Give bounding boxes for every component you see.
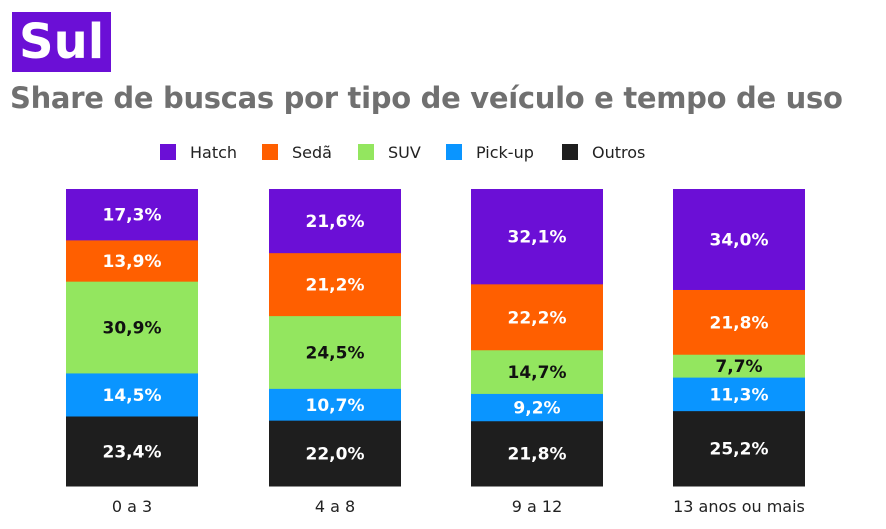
legend-label-pick-up: Pick-up [476, 143, 534, 162]
bar-segment-suv-13-anos-ou-mais [673, 354, 805, 379]
data-label-suv-9-a-12: 14,7% [508, 363, 567, 383]
x-tick-label-0-a-3: 0 a 3 [112, 497, 152, 516]
bar-segment-outros-9-a-12 [471, 421, 603, 487]
legend-swatch-hatch [160, 144, 176, 160]
chart-title: Share de buscas por tipo de veículo e te… [10, 81, 843, 115]
data-label-suv-13-anos-ou-mais: 7,7% [715, 357, 762, 377]
data-label-suv-4-a-8: 24,5% [306, 343, 365, 363]
bar-segment-pick-up-4-a-8 [269, 388, 401, 422]
data-label-seda-4-a-8: 21,2% [306, 276, 365, 296]
legend-label-suv: SUV [388, 143, 421, 162]
bar-segment-seda-4-a-8 [269, 253, 401, 317]
region-badge: Sul [12, 12, 112, 72]
data-label-seda-9-a-12: 22,2% [508, 308, 567, 328]
bar-segment-pick-up-9-a-12 [471, 393, 603, 422]
bar-segment-seda-13-anos-ou-mais [673, 289, 805, 356]
bar-segment-hatch-13-anos-ou-mais [673, 189, 805, 291]
data-label-hatch-9-a-12: 32,1% [508, 228, 567, 248]
bar-segment-outros-13-anos-ou-mais [673, 411, 805, 487]
legend-swatch-suv [358, 144, 374, 160]
data-label-hatch-0-a-3: 17,3% [103, 206, 162, 226]
data-label-pick-up-0-a-3: 14,5% [103, 386, 162, 406]
legend-label-seda: Sedã [292, 143, 332, 162]
bar-segment-seda-9-a-12 [471, 284, 603, 351]
legend-swatch-outros [562, 144, 578, 160]
data-label-pick-up-4-a-8: 10,7% [306, 396, 365, 416]
legend-swatch-seda [262, 144, 278, 160]
bar-segment-outros-4-a-8 [269, 420, 401, 487]
bar-segment-pick-up-0-a-3 [66, 373, 198, 418]
legend-label-outros: Outros [592, 143, 645, 162]
bar-segment-seda-0-a-3 [66, 240, 198, 283]
data-label-hatch-4-a-8: 21,6% [306, 212, 365, 232]
x-tick-label-13-anos-ou-mais: 13 anos ou mais [673, 497, 805, 516]
bar-segment-suv-9-a-12 [471, 350, 603, 395]
data-label-hatch-13-anos-ou-mais: 34,0% [710, 230, 769, 250]
bar-segment-suv-0-a-3 [66, 281, 198, 374]
legend-label-hatch: Hatch [190, 143, 237, 162]
data-label-pick-up-9-a-12: 9,2% [513, 399, 560, 419]
legend-swatch-pick-up [446, 144, 462, 160]
data-label-outros-13-anos-ou-mais: 25,2% [710, 440, 769, 460]
bar-segment-hatch-4-a-8 [269, 189, 401, 254]
data-label-outros-0-a-3: 23,4% [103, 442, 162, 462]
data-label-seda-0-a-3: 13,9% [103, 252, 162, 272]
data-label-outros-9-a-12: 21,8% [508, 445, 567, 465]
bar-segment-suv-4-a-8 [269, 316, 401, 390]
x-tick-label-4-a-8: 4 a 8 [315, 497, 355, 516]
bar-segment-hatch-9-a-12 [471, 189, 603, 285]
data-label-outros-4-a-8: 22,0% [306, 444, 365, 464]
x-tick-label-9-a-12: 9 a 12 [512, 497, 563, 516]
bar-segment-hatch-0-a-3 [66, 189, 198, 241]
bar-segment-pick-up-13-anos-ou-mais [673, 377, 805, 412]
data-label-suv-0-a-3: 30,9% [103, 319, 162, 339]
bar-segment-outros-0-a-3 [66, 416, 198, 487]
data-label-seda-13-anos-ou-mais: 21,8% [710, 313, 769, 333]
data-label-pick-up-13-anos-ou-mais: 11,3% [710, 385, 769, 405]
